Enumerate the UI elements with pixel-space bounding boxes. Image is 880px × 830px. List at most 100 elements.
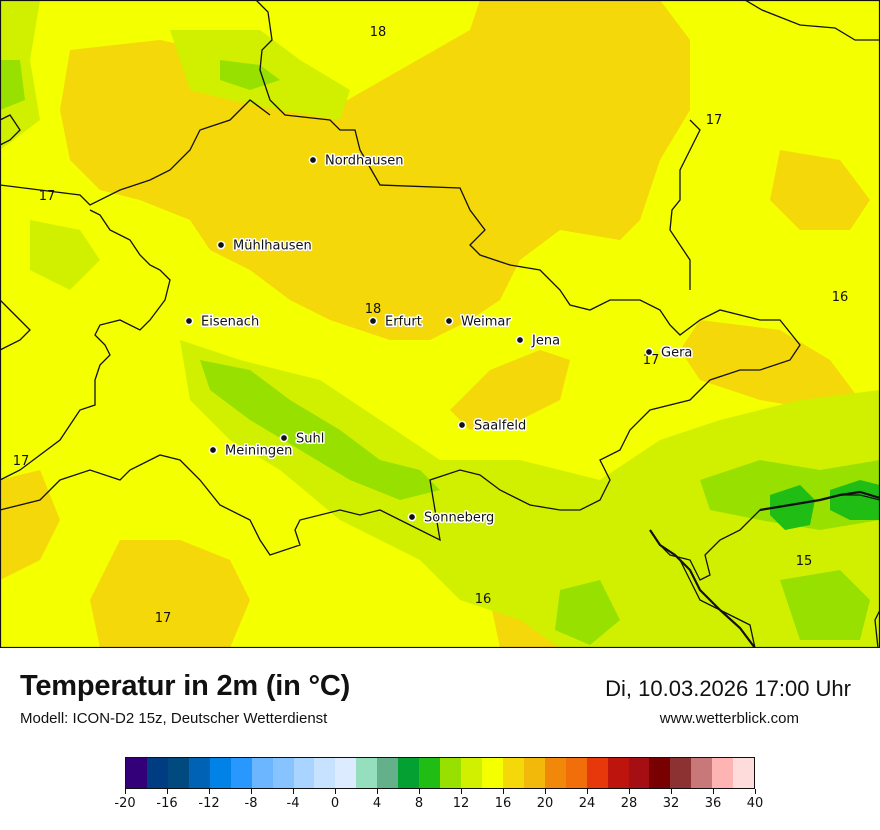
city-dot-icon [216,240,226,250]
colorbar-tick [334,789,336,794]
isoline-label: 18 [365,302,382,317]
colorbar-segment [251,758,273,788]
colorbar-segment [126,758,147,788]
colorbar-tick [628,789,630,794]
colorbar-segment [649,758,671,788]
city-marker: Suhl [279,430,326,448]
colorbar-segment [188,758,210,788]
colorbar-segment [628,758,650,788]
colorbar-segment [230,758,252,788]
colorbar-tick-label: -12 [198,796,220,811]
temperature-map: 18 17 17 16 18 17 17 15 16 17 Nordhausen Mühlhausen… [0,0,880,648]
city-marker: Erfurt [368,313,423,331]
city-dot-icon [308,155,318,165]
colorbar-tick-label: 0 [330,796,340,811]
city-dot-icon [457,420,467,430]
city-label: Erfurt [385,315,422,330]
colorbar-tick-label: 8 [414,796,424,811]
website-link[interactable]: www.wetterblick.com [659,710,799,727]
isoline-label: 17 [39,189,56,204]
city-label: Mühlhausen [233,239,312,254]
city-dot-icon [515,335,525,345]
isoline-label: 15 [796,554,813,569]
colorbar-segment [398,758,420,788]
colorbar-tick-label: 24 [578,796,596,811]
city-marker: Jena [515,332,562,350]
city-marker: Nordhausen [308,152,405,170]
city-marker: Gera [644,344,694,362]
colorbar-tick-label: 32 [662,796,680,811]
colorbar-segment [314,758,336,788]
colorbar-segment [565,758,587,788]
national-border [649,490,880,648]
city-label: Gera [661,346,692,361]
isoline-label: 16 [475,592,492,607]
colorbar-segment [691,758,713,788]
colorbar-segment [607,758,629,788]
city-label: Nordhausen [325,154,404,169]
valid-datetime: Di, 10.03.2026 17:00 Uhr [605,676,851,701]
colorbar-segment [733,758,755,788]
colorbar-tick [544,789,546,794]
colorbar-tick [124,789,126,794]
colorbar-tick-label: -20 [114,796,136,811]
city-dot-icon [368,316,378,326]
colorbar-segment [523,758,545,788]
colorbar-segment [419,758,441,788]
colorbar-segment [335,758,357,788]
colorbar-ticks: -20 -16 -12 -8 -4 0 4 8 12 16 20 24 28 32 36 40 [114,789,763,819]
colorbar-tick [712,789,714,794]
isoline-label: 17 [643,353,660,368]
colorbar-tick [502,789,504,794]
colorbar-tick [460,789,462,794]
city-marker: Meiningen [208,442,294,460]
colorbar-tick-label: 16 [494,796,512,811]
city-marker: Sonneberg [407,509,496,527]
colorbar-tick [376,789,378,794]
colorbar-segment [146,758,168,788]
colorbar-segment [461,758,482,788]
cool-areas-10-12 [770,480,880,530]
colorbar-tick-label: 20 [536,796,554,811]
colorbar-segment [167,758,189,788]
map-canvas [0,0,880,648]
colorbar-segment [586,758,608,788]
colorbar-tick-label: -16 [156,796,178,811]
colorbar-segment [502,758,524,788]
colorbar-tick-label: 40 [746,796,764,811]
colorbar-segment [712,758,734,788]
colorbar-tick [418,789,420,794]
colorbar-tick [586,789,588,794]
colorbar-tick-label: 12 [452,796,470,811]
city-dot-icon [644,347,654,357]
colorbar-segment [481,758,503,788]
city-marker: Saalfeld [457,417,528,435]
colorbar-tick [250,789,252,794]
colorbar-tick-label: 36 [704,796,722,811]
colorbar-segment [356,758,378,788]
colorbar-tick-label: 28 [620,796,638,811]
isoline-label: 17 [155,611,172,626]
model-subtitle: Modell: ICON-D2 15z, Deutscher Wetterdie… [20,710,328,727]
city-dot-icon [184,316,194,326]
temperature-colorbar [125,757,755,789]
city-dot-icon [407,512,417,522]
chart-title: Temperatur in 2m (in °C) [20,670,351,702]
colorbar-tick-label: -8 [244,796,258,811]
colorbar-tick [670,789,672,794]
colorbar-tick [754,789,756,794]
city-label: Meiningen [225,444,292,459]
city-label: Weimar [461,315,511,330]
isoline-label: 18 [370,25,387,40]
colorbar-segment [377,758,399,788]
colorbar-segment [670,758,692,788]
colorbar-segment [544,758,566,788]
city-dot-icon [444,316,454,326]
colorbar-segment [293,758,315,788]
cool-areas-12-14 [0,60,880,645]
city-label: Eisenach [201,315,259,330]
city-dot-icon [208,445,218,455]
isoline-label: 17 [13,454,30,469]
colorbar-tick-label: 4 [372,796,382,811]
colorbar-segment [209,758,231,788]
